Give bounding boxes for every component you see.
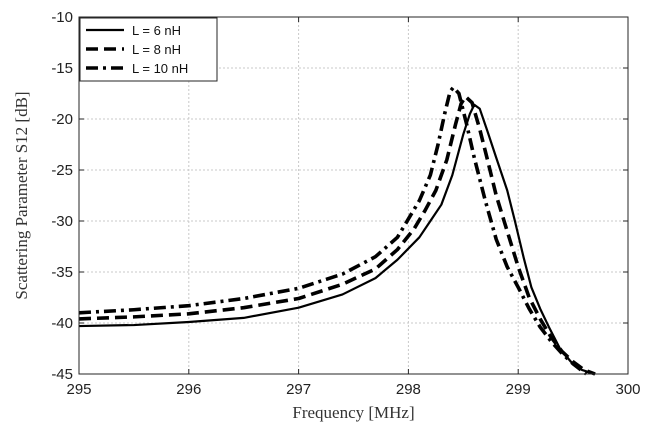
- x-tick-label: 299: [506, 381, 531, 398]
- x-tick-label: 296: [176, 381, 201, 398]
- y-tick-label: -15: [51, 60, 73, 77]
- x-tick-label: 297: [286, 381, 311, 398]
- y-tick-label: -40: [51, 315, 73, 332]
- series-line-3: [78, 85, 588, 376]
- plot-axes-frame: [78, 16, 629, 375]
- series-line-2: [78, 94, 596, 376]
- x-tick-label: 298: [396, 381, 421, 398]
- legend-label-1: L = 6 nH: [132, 23, 181, 38]
- axis-ticks: 295 296 297 298 299 300 -10 -15 -20 -25 -30 -35 -40 -…: [51, 9, 640, 398]
- y-tick-label: -30: [51, 213, 73, 230]
- y-axis-label: Scattering Parameter S12 [dB]: [12, 91, 31, 299]
- series-lines: [78, 85, 596, 376]
- legend: L = 6 nH L = 8 nH L = 10 nH: [79, 17, 218, 82]
- axes-box: [78, 16, 629, 375]
- legend-label-2: L = 8 nH: [132, 42, 181, 57]
- series-line-1: [78, 103, 596, 376]
- legend-label-3: L = 10 nH: [132, 61, 188, 76]
- x-tick-label: 295: [66, 381, 91, 398]
- x-tick-label: 300: [615, 381, 640, 398]
- x-axis-label: Frequency [MHz]: [292, 403, 414, 422]
- y-tick-label: -10: [51, 9, 73, 26]
- y-tick-label: -35: [51, 264, 73, 281]
- y-tick-label: -45: [51, 366, 73, 383]
- y-tick-label: -20: [51, 111, 73, 128]
- y-tick-label: -25: [51, 162, 73, 179]
- legend-box: [79, 17, 218, 82]
